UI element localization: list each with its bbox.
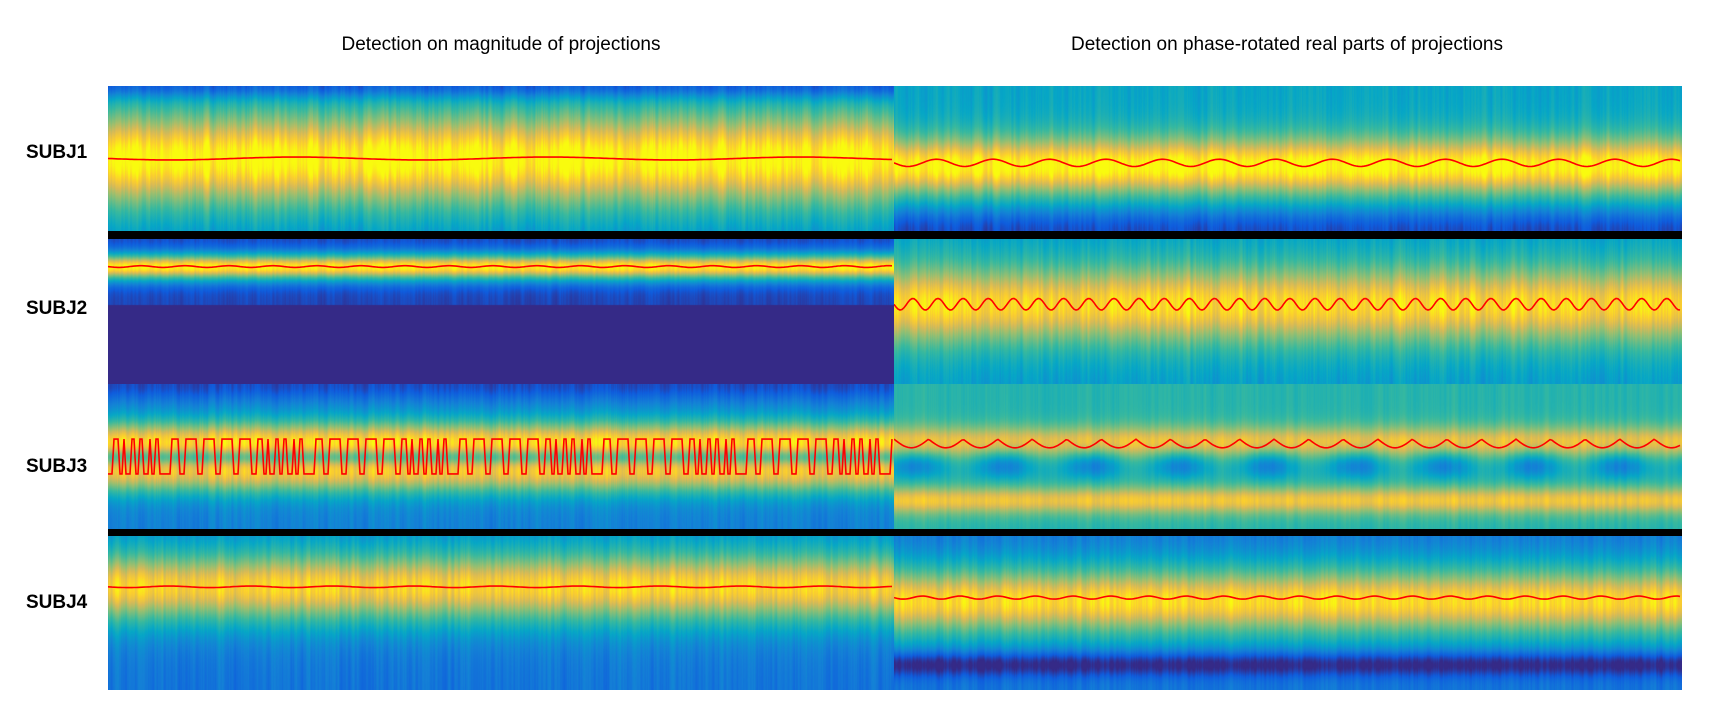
- detection-line-subj2-phase-rotated: [894, 297, 1681, 311]
- heatmap-subj1-phase-rotated: [894, 86, 1682, 231]
- column-title-phase-rotated: Detection on phase-rotated real parts of…: [1071, 34, 1503, 55]
- detection-line-subj1-magnitude: [108, 156, 893, 161]
- heatmap-panel-subj3-phase-rotated: [894, 384, 1682, 529]
- detection-line-subj4-magnitude: [108, 585, 893, 589]
- heatmap-panel-subj3-magnitude: [108, 384, 894, 529]
- row-label-subj2: SUBJ2: [26, 298, 88, 319]
- heatmap-panel-subj4-phase-rotated: [894, 536, 1682, 690]
- heatmap-panel-subj2-magnitude: [108, 239, 894, 384]
- detection-line-subj1-phase-rotated: [894, 158, 1681, 168]
- heatmap-panel-subj1-phase-rotated: [894, 86, 1682, 231]
- heatmap-panel-subj2-phase-rotated: [894, 239, 1682, 384]
- heatmap-subj3-phase-rotated: [894, 384, 1682, 529]
- row-label-subj3: SUBJ3: [26, 456, 88, 477]
- heatmap-subj4-magnitude: [108, 536, 894, 690]
- row-label-subj4: SUBJ4: [26, 592, 88, 613]
- detection-line-subj3-phase-rotated: [894, 438, 1681, 449]
- heatmap-panel-subj1-magnitude: [108, 86, 894, 231]
- detection-line-subj3-magnitude: [108, 438, 893, 475]
- detection-line-subj4-phase-rotated: [894, 595, 1681, 600]
- heatmap-subj4-phase-rotated: [894, 536, 1682, 690]
- column-title-magnitude: Detection on magnitude of projections: [341, 34, 661, 55]
- row-label-subj1: SUBJ1: [26, 142, 88, 163]
- heatmap-grid: [108, 86, 1682, 690]
- heatmap-panel-subj4-magnitude: [108, 536, 894, 690]
- detection-line-subj2-magnitude: [108, 264, 893, 269]
- heatmap-subj2-magnitude: [108, 239, 894, 384]
- heatmap-subj2-phase-rotated: [894, 239, 1682, 384]
